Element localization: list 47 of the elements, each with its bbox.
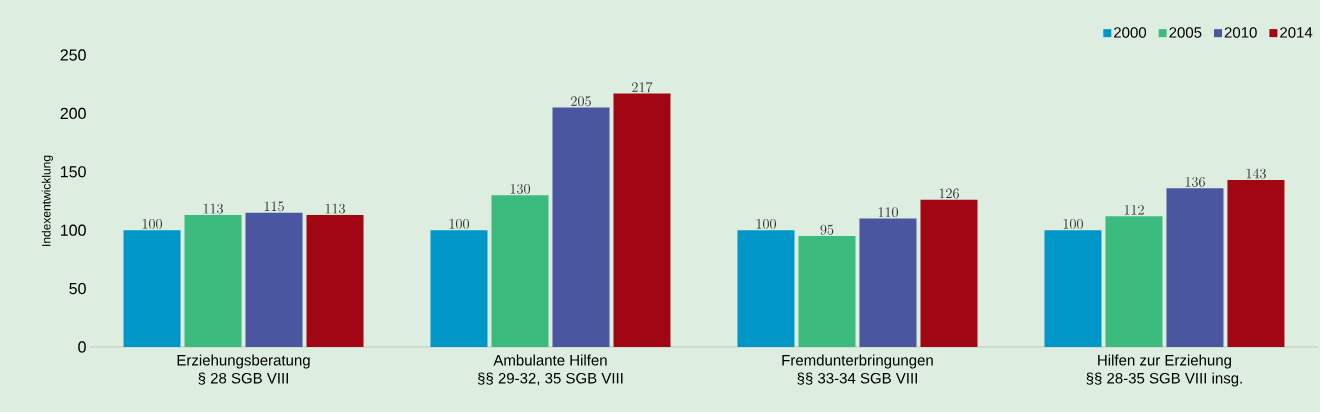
data-label: 100: [142, 218, 162, 229]
data-label: 130: [510, 183, 530, 194]
bar: [798, 236, 856, 347]
data-label: 126: [939, 188, 959, 199]
y-tick-label: 150: [61, 166, 86, 178]
x-tick-label: Ambulante Hilfen §§ 29-32, 35 SGB VIII: [477, 354, 623, 386]
data-label: 113: [203, 203, 223, 214]
y-tick-label: 100: [61, 224, 86, 236]
bar: [552, 107, 610, 347]
bar: [184, 215, 242, 347]
data-label: 95: [820, 224, 834, 235]
y-tick-label: 250: [60, 49, 86, 61]
bar: [1166, 188, 1224, 347]
data-label: 100: [756, 218, 776, 229]
legend-label: 2005: [1169, 27, 1202, 38]
bar: [613, 93, 671, 347]
y-tick-label: 50: [69, 282, 86, 295]
legend-label: 2000: [1114, 27, 1147, 38]
legend-label: 2014: [1280, 27, 1313, 38]
data-label: 205: [571, 96, 591, 107]
y-axis-title: Indexentwicklung: [41, 155, 53, 246]
data-label: 217: [632, 82, 653, 93]
data-label: 113: [325, 203, 345, 214]
bar: [245, 212, 303, 347]
bar: [430, 230, 488, 347]
data-label: 100: [449, 218, 469, 229]
data-label: 115: [264, 201, 284, 212]
bar: [306, 215, 364, 347]
bar: [1044, 230, 1102, 347]
y-tick-label: 0: [78, 341, 86, 353]
bar: [1105, 216, 1163, 347]
data-label: 143: [1246, 168, 1266, 179]
bar: [737, 230, 795, 347]
legend-label: 2010: [1224, 27, 1257, 38]
bar: [123, 230, 181, 347]
bar: [491, 195, 549, 347]
data-label: 136: [1185, 176, 1205, 187]
bar: [1227, 179, 1285, 347]
y-tick-label: 200: [60, 107, 86, 120]
data-label: 112: [1124, 204, 1144, 215]
bar: [920, 199, 978, 347]
data-label: 110: [878, 207, 898, 218]
x-tick-label: Fremdunterbringungen §§ 33-34 SGB VIII: [782, 354, 933, 385]
bar: [859, 218, 917, 347]
x-tick-label: Erziehungsberatung § 28 SGB VIII: [177, 354, 310, 385]
data-label: 100: [1063, 218, 1083, 229]
x-tick-label: Hilfen zur Erziehung §§ 28-35 SGB VIII insg.: [1086, 354, 1242, 387]
